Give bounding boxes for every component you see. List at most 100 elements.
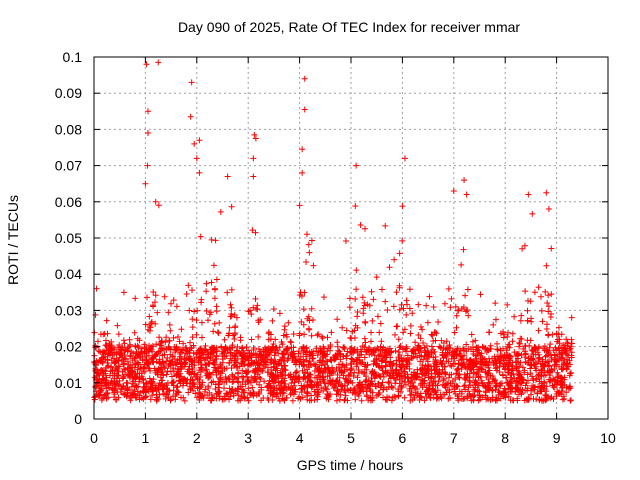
data-point [498, 354, 505, 361]
data-point [412, 350, 419, 357]
data-point [448, 351, 455, 358]
data-point [283, 333, 290, 340]
data-point [314, 364, 321, 371]
data-point [396, 250, 403, 257]
data-point [255, 333, 262, 340]
data-point [243, 368, 250, 375]
data-point [197, 391, 204, 398]
data-point [545, 206, 552, 213]
data-point [188, 361, 195, 368]
data-point [224, 173, 231, 180]
data-point [412, 389, 419, 396]
data-point [133, 383, 140, 390]
data-point [222, 345, 229, 352]
data-point [535, 284, 542, 291]
data-point [290, 391, 297, 398]
data-point [260, 361, 267, 368]
data-point [228, 203, 235, 210]
data-point [318, 362, 325, 369]
data-point [244, 350, 251, 357]
data-point [132, 295, 139, 302]
data-point [205, 360, 212, 367]
data-point [144, 130, 151, 137]
data-point [280, 375, 287, 382]
data-point [302, 375, 309, 382]
data-point [196, 137, 203, 144]
data-point [228, 365, 235, 372]
data-point [226, 324, 233, 331]
data-point [485, 364, 492, 371]
data-point [565, 363, 572, 370]
data-point [421, 372, 428, 379]
data-point [206, 311, 213, 318]
data-point [203, 308, 210, 315]
data-point [155, 349, 162, 356]
data-point [507, 388, 514, 395]
data-point [553, 346, 560, 353]
data-point [375, 372, 382, 379]
data-point [509, 397, 516, 404]
data-point [401, 326, 408, 333]
data-point [162, 395, 169, 402]
data-point [258, 386, 265, 393]
data-point [132, 382, 139, 389]
data-point [420, 340, 427, 347]
data-point [506, 379, 513, 386]
data-point [472, 337, 479, 344]
data-point [220, 356, 227, 363]
data-point [330, 385, 337, 392]
data-point [141, 344, 148, 351]
data-point [207, 355, 214, 362]
data-point [335, 361, 342, 368]
y-tick-label: 0.05 [55, 230, 82, 246]
data-point [366, 351, 373, 358]
data-point [145, 347, 152, 354]
data-point [240, 393, 247, 400]
data-point [178, 394, 185, 401]
x-axis-ticks: 0 1 2 3 4 5 6 7 8 9 10 [90, 57, 616, 446]
data-point [524, 371, 531, 378]
data-point [517, 380, 524, 387]
data-point [545, 351, 552, 358]
data-point [546, 378, 553, 385]
data-point [176, 373, 183, 380]
data-point [401, 155, 408, 162]
data-point [500, 345, 507, 352]
data-point [234, 370, 241, 377]
data-point [532, 351, 539, 358]
data-point [563, 389, 570, 396]
data-point [418, 349, 425, 356]
data-point [298, 385, 305, 392]
data-point [406, 385, 413, 392]
data-point [174, 357, 181, 364]
data-point [216, 395, 223, 402]
data-point [251, 373, 258, 380]
data-point [485, 379, 492, 386]
data-point [328, 357, 335, 364]
data-point [484, 370, 491, 377]
data-point [102, 391, 109, 398]
data-point [98, 387, 105, 394]
data-point [314, 382, 321, 389]
data-point [219, 396, 226, 403]
data-point [280, 348, 287, 355]
data-point [271, 358, 278, 365]
data-point [164, 391, 171, 398]
data-point [107, 345, 114, 352]
data-point [214, 329, 221, 336]
data-point [539, 318, 546, 325]
data-point [104, 359, 111, 366]
data-point [134, 359, 141, 366]
data-point [188, 79, 195, 86]
data-point [142, 394, 149, 401]
data-point [483, 374, 490, 381]
data-point [392, 380, 399, 387]
data-point [184, 376, 191, 383]
data-point [117, 383, 124, 390]
data-point [453, 312, 460, 319]
data-point [521, 397, 528, 404]
data-point [430, 354, 437, 361]
data-point [127, 341, 134, 348]
data-point [95, 392, 102, 399]
data-point [431, 389, 438, 396]
